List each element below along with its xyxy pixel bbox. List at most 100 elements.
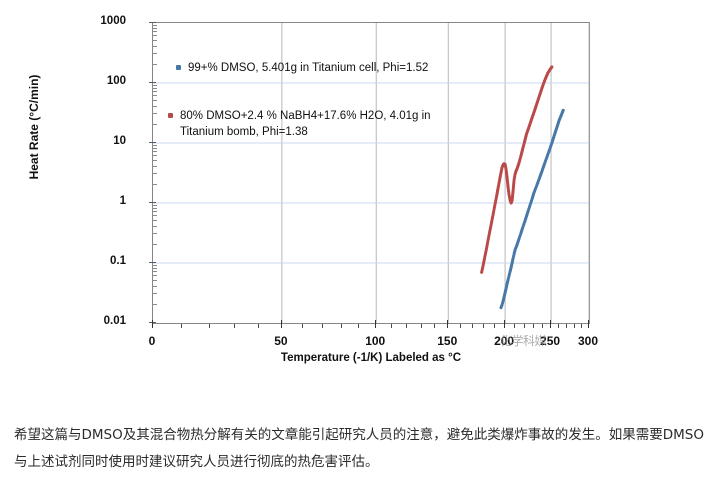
y-minor-tick <box>152 285 157 287</box>
y-axis-title: Heat Rate (°C/min) <box>27 74 41 180</box>
x-tick-label: 250 <box>540 334 561 348</box>
x-minor-tick <box>358 324 360 328</box>
x-minor-tick <box>523 324 525 328</box>
y-minor-tick <box>152 53 157 55</box>
x-minor-tick <box>434 324 436 328</box>
y-minor-tick <box>152 207 157 209</box>
y-minor-tick <box>152 123 157 125</box>
x-minor-tick <box>566 324 568 328</box>
x-minor-tick <box>471 324 473 328</box>
y-minor-tick <box>152 280 157 282</box>
plot-svg <box>153 23 589 323</box>
y-minor-tick <box>152 183 157 185</box>
x-minor-tick <box>459 324 461 328</box>
y-minor-tick <box>152 100 157 102</box>
x-tick-label: 300 <box>577 334 599 348</box>
x-minor-tick <box>321 324 323 328</box>
y-minor-tick <box>152 95 157 97</box>
y-minor-tick <box>152 31 157 33</box>
legend-marker-red <box>168 113 173 118</box>
y-tick <box>149 142 156 143</box>
x-minor-tick <box>541 324 543 328</box>
legend-item-dmso: 99+% DMSO, 5.401g in Titanium cell, Phi=… <box>176 60 428 76</box>
y-minor-tick <box>152 264 157 266</box>
legend-label-dmso-nabh4: 80% DMSO+2.4 % NaBH4+17.6% H2O, 4.01g in… <box>180 110 431 139</box>
legend-marker-blue <box>176 65 181 70</box>
x-minor-tick <box>302 324 304 328</box>
y-minor-tick <box>152 45 157 47</box>
y-tick <box>149 22 156 23</box>
y-tick <box>149 262 156 263</box>
y-minor-tick <box>152 271 157 273</box>
y-minor-tick <box>152 173 157 175</box>
y-minor-tick <box>152 211 157 213</box>
x-minor-tick <box>532 324 534 328</box>
y-minor-tick <box>152 91 157 93</box>
x-tick <box>447 320 449 328</box>
x-tick-label: 100 <box>365 334 386 348</box>
x-minor-tick <box>580 324 582 328</box>
y-minor-tick <box>152 155 157 157</box>
x-minor-tick <box>234 324 236 328</box>
x-tick-label: 200 <box>494 334 515 348</box>
x-tick-label: 50 <box>274 334 288 348</box>
y-minor-tick <box>152 243 157 245</box>
x-minor-tick <box>573 324 575 328</box>
y-minor-tick <box>152 267 157 269</box>
y-minor-tick <box>152 293 157 295</box>
caption-paragraph: 希望这篇与DMSO及其混合物热分解有关的文章能引起研究人员的注意，避免此类爆炸事… <box>14 427 704 470</box>
y-tick-label: 1 <box>119 195 126 207</box>
legend-label-dmso: 99+% DMSO, 5.401g in Titanium cell, Phi=… <box>188 62 429 74</box>
y-minor-tick <box>152 220 157 222</box>
y-minor-tick <box>152 144 157 146</box>
y-minor-tick <box>152 151 157 153</box>
series-blue <box>499 108 565 310</box>
x-axis-title: Temperature (-1/K) Labeled as °C <box>280 352 462 364</box>
x-tick-label: 150 <box>437 334 458 348</box>
y-tick-label: 0.1 <box>110 255 126 267</box>
y-minor-tick <box>152 87 157 89</box>
y-minor-tick <box>152 113 157 115</box>
x-minor-tick <box>493 324 495 328</box>
plot-area <box>152 22 590 324</box>
x-minor-tick <box>558 324 560 328</box>
watermark-text: 化学科媒 <box>500 334 547 348</box>
y-minor-tick <box>152 24 157 26</box>
x-tick-label: 0 <box>148 334 156 348</box>
series-red <box>480 65 554 274</box>
x-tick <box>504 320 506 328</box>
y-tick-label: 1000 <box>100 15 126 27</box>
x-minor-tick <box>420 324 422 328</box>
y-minor-tick <box>152 105 157 107</box>
x-minor-tick <box>181 324 183 328</box>
x-minor-tick <box>482 324 484 328</box>
x-tick <box>152 320 153 328</box>
y-tick-label: 10 <box>113 135 126 147</box>
y-minor-tick <box>152 27 157 29</box>
x-minor-tick <box>208 324 210 328</box>
y-minor-tick <box>152 147 157 149</box>
y-tick-label: 0.01 <box>103 315 126 327</box>
y-tick-label: 100 <box>106 75 126 87</box>
x-tick <box>280 320 282 328</box>
y-minor-tick <box>152 233 157 235</box>
chart-container: Heat Rate (°C/min) 1000 100 10 1 0.1 0.01 0 50… <box>27 15 599 364</box>
y-minor-tick <box>152 165 157 167</box>
y-minor-tick <box>152 303 157 305</box>
x-tick <box>375 320 377 328</box>
y-minor-tick <box>152 215 157 217</box>
y-minor-tick <box>152 275 157 277</box>
y-minor-tick <box>152 160 157 162</box>
x-minor-tick <box>406 324 408 328</box>
x-tick <box>588 320 589 328</box>
x-tick <box>550 320 552 328</box>
x-minor-tick <box>340 324 342 328</box>
y-minor-tick <box>152 84 157 86</box>
y-minor-tick <box>152 63 157 65</box>
x-minor-tick <box>391 324 393 328</box>
y-minor-tick <box>152 204 157 206</box>
y-tick <box>149 202 156 203</box>
x-minor-tick <box>258 324 260 328</box>
x-minor-tick <box>514 324 516 328</box>
y-minor-tick <box>152 225 157 227</box>
